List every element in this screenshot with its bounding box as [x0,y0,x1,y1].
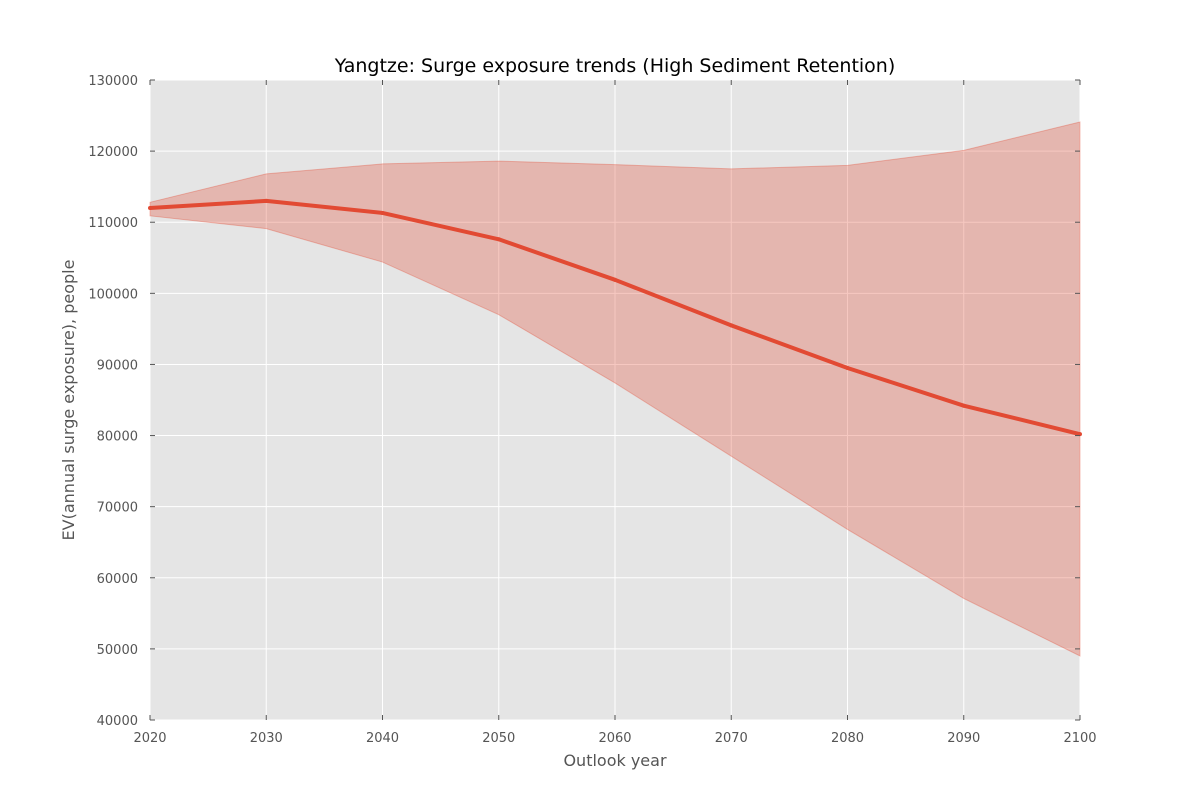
line-layer [148,198,1082,437]
y-tick-label: 70000 [97,501,138,516]
ticks [149,79,1081,721]
x-tick-label: 2100 [1063,731,1096,746]
series-point [729,323,734,328]
band-layer [149,121,1081,657]
tick-labels: 2020 2030 2040 2050 2060 2070 2080 2090 2100 4000… [88,74,1096,746]
x-tick-label: 2080 [831,731,864,746]
x-tick-label: 2070 [715,731,748,746]
series-point [845,366,850,370]
series-point [613,277,617,282]
series-point [380,210,385,215]
y-tick-label: 120000 [88,145,138,160]
x-tick-label: 2020 [133,731,166,746]
uncertainty-band [149,121,1081,657]
series-point [961,403,966,408]
series-point [496,237,501,242]
x-tick-label: 2090 [947,731,980,746]
y-tick-label: 60000 [97,572,138,587]
series-point [148,206,152,210]
y-tick-label: 100000 [88,287,138,302]
x-tick-label: 2040 [366,731,399,746]
y-tick-label: 90000 [97,358,138,373]
y-tick-label: 80000 [97,430,138,445]
x-axis-label: Outlook year [563,751,667,770]
x-tick-label: 2050 [482,731,515,746]
y-axis-label: EV(annual surge exposure), people [59,260,78,541]
x-tick-label: 2030 [250,731,283,746]
y-tick-label: 50000 [97,643,138,658]
chart-title: Yangtze: Surge exposure trends (High Sed… [334,55,896,77]
x-tick-label: 2060 [598,731,631,746]
y-tick-label: 130000 [88,74,138,89]
y-tick-label: 40000 [97,714,138,729]
y-tick-label: 110000 [88,216,138,231]
series-point [264,198,269,203]
